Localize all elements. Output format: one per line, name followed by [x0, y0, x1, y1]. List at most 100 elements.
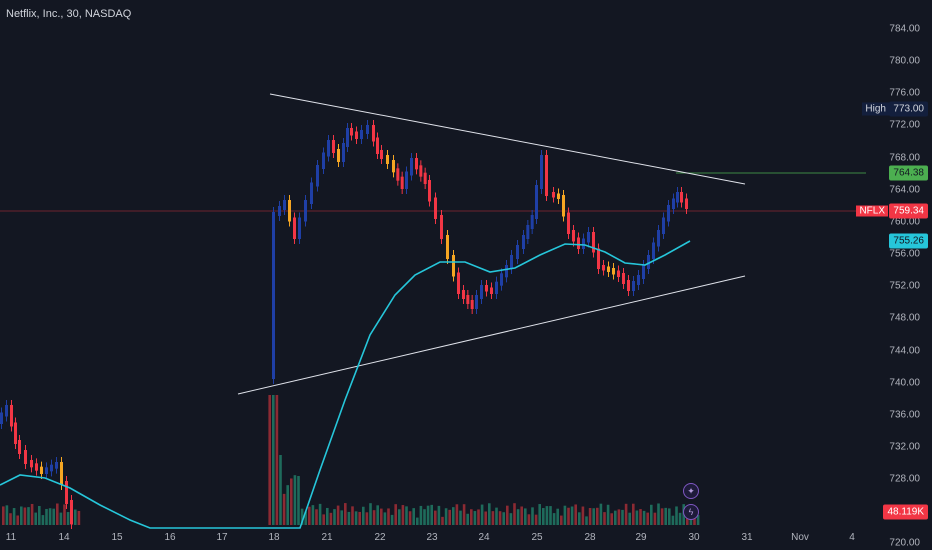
candle-body: [672, 198, 675, 209]
volume-bar: [12, 508, 16, 525]
volume-bar: [585, 516, 588, 525]
volume-bar: [16, 515, 19, 525]
volume-bar: [329, 512, 333, 525]
candle-body: [637, 275, 640, 285]
price-tick: 784.00: [889, 23, 920, 35]
volume-tag: 48.119K: [883, 504, 928, 520]
candle-body: [5, 405, 8, 417]
candle-body: [582, 238, 585, 249]
candle-body: [386, 155, 389, 164]
candle-body: [662, 217, 665, 234]
candle-body: [446, 235, 449, 259]
candle-body: [462, 290, 465, 299]
volume-bar: [455, 504, 459, 525]
volume-bar: [624, 503, 628, 525]
candle-body: [327, 140, 330, 157]
candle-body: [272, 212, 275, 379]
volume-bar: [527, 514, 531, 525]
candle-body: [415, 158, 418, 170]
volume-bar: [304, 511, 307, 525]
time-tick: 15: [111, 532, 123, 543]
time-tick: 29: [635, 532, 647, 543]
candle-body: [627, 280, 630, 291]
volume-bar: [282, 493, 286, 525]
candle-body: [642, 265, 645, 279]
candle-body: [657, 230, 660, 247]
candle-body: [562, 195, 565, 217]
volume-bar: [678, 512, 682, 525]
volume-bar: [642, 510, 646, 525]
volume-bar: [74, 509, 77, 525]
candle-body: [18, 440, 21, 454]
volume-bar: [45, 508, 48, 525]
lower-trendline[interactable]: [237, 275, 746, 395]
volume-bar: [448, 509, 451, 525]
candle-body: [350, 128, 353, 136]
time-tick: 23: [426, 532, 438, 543]
candle-body: [30, 460, 33, 468]
candle-body: [540, 155, 543, 189]
volume-bar: [426, 505, 430, 525]
candle-body: [366, 125, 369, 134]
volume-bar: [297, 476, 300, 525]
lightning-icon[interactable]: ϟ: [683, 504, 699, 520]
candle-body: [526, 225, 530, 239]
time-tick: 21: [321, 532, 333, 543]
volume-bar: [614, 510, 617, 525]
candle-body: [322, 152, 325, 169]
candle-body: [355, 131, 358, 139]
volume-bar: [444, 508, 448, 525]
volume-bar: [646, 512, 649, 525]
volume-bar: [340, 510, 343, 525]
volume-bar: [34, 512, 37, 525]
candle-body: [24, 450, 27, 464]
price-tick: 772.00: [889, 119, 920, 131]
volume-bar: [398, 509, 401, 525]
candle-body: [516, 245, 519, 259]
time-axis[interactable]: 11 14 15 16 17 18 21 22 23 24 25 28 29 30 31 Nov 4: [0, 528, 866, 550]
volume-bars: [2, 395, 700, 525]
volume-bar: [300, 508, 304, 525]
candle-body: [428, 180, 431, 202]
volume-bar: [318, 503, 322, 525]
moving-average-line: [0, 240, 691, 529]
candle-body: [602, 265, 605, 271]
volume-bar: [578, 512, 581, 525]
volume-bar: [286, 485, 289, 525]
candle-body: [380, 150, 383, 159]
candle-body: [557, 193, 560, 199]
compose-icon[interactable]: ✦: [683, 483, 699, 499]
price-tick: 748.00: [889, 312, 920, 324]
candle-body: [293, 217, 296, 239]
volume-bar: [48, 508, 52, 525]
volume-bar: [405, 506, 408, 525]
volume-bar: [390, 514, 394, 525]
price-axis[interactable]: 784.00 780.00 776.00 772.00 768.00 764.00 760.…: [866, 0, 932, 549]
volume-bar: [538, 504, 541, 525]
candle-body: [400, 176, 404, 189]
volume-bar: [308, 506, 311, 525]
volume-bar: [275, 395, 279, 525]
time-tick: 16: [164, 532, 176, 543]
volume-bar: [650, 504, 653, 525]
candle-body: [423, 172, 427, 184]
volume-bar: [336, 505, 340, 525]
volume-bar: [596, 507, 599, 525]
candle-body: [685, 198, 688, 209]
candle-body: [490, 287, 493, 294]
time-tick: Nov: [791, 532, 809, 543]
candle-body: [346, 128, 349, 147]
volume-bar: [2, 506, 5, 525]
volume-bar: [570, 506, 574, 525]
volume-bar: [268, 395, 271, 525]
upper-trendline[interactable]: [269, 93, 746, 185]
price-tick: 776.00: [889, 87, 920, 99]
volume-bar: [52, 508, 55, 525]
time-tick: 24: [478, 532, 490, 543]
volume-bar: [639, 509, 642, 525]
volume-bar: [603, 512, 606, 525]
candle-body: [410, 158, 413, 176]
volume-bar: [671, 515, 675, 525]
candle-body: [495, 281, 498, 294]
